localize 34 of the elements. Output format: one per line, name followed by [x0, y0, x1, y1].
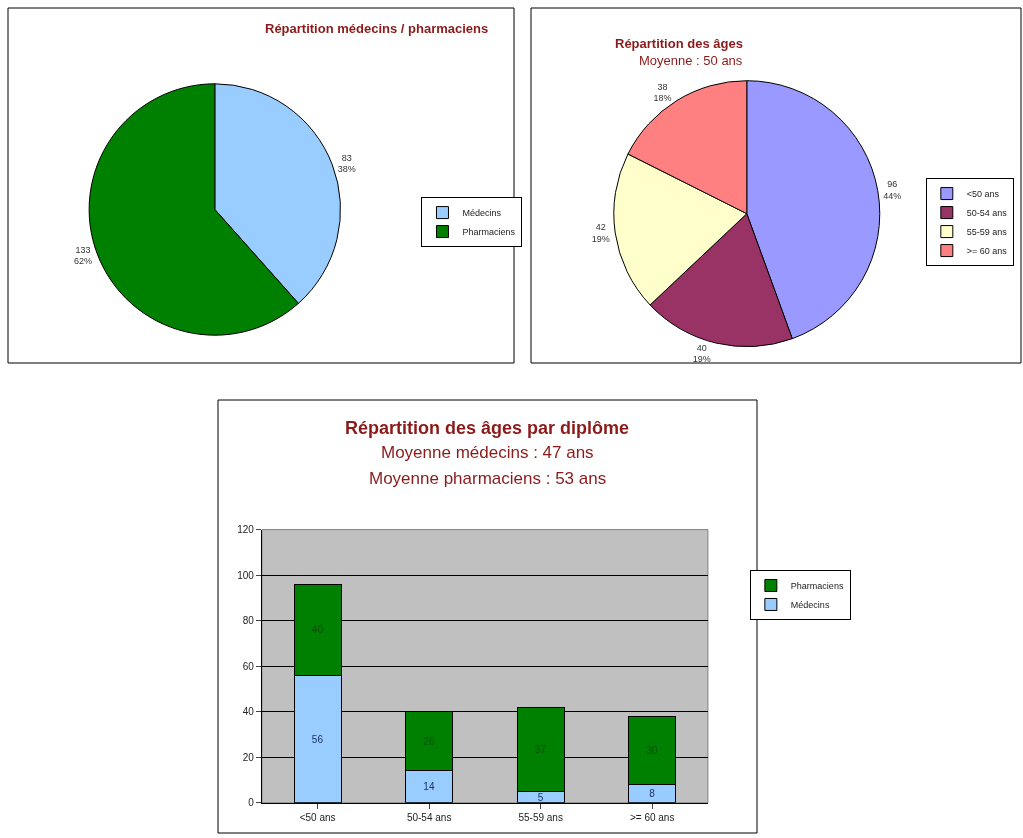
chart-title: Répartition des âges par diplôme	[345, 418, 630, 438]
data-label: 83 38%	[337, 152, 356, 175]
y-tick-label: 40	[242, 706, 255, 718]
y-tick-label: 120	[237, 524, 255, 536]
legend-label: 50-54 ans	[966, 208, 1008, 219]
y-tick-label: 0	[248, 797, 255, 809]
x-tick-label: <50 ans	[299, 811, 336, 823]
data-label: 40 19%	[692, 342, 711, 365]
chart-title: Répartition médecins / pharmaciens	[265, 21, 489, 36]
legend-label: Médecins	[790, 599, 830, 610]
data-label: 14	[423, 781, 435, 793]
data-label: 5	[537, 791, 544, 803]
y-tick-label: 20	[242, 751, 255, 763]
legend-label: Médecins	[462, 208, 502, 219]
y-tick-label: 80	[242, 615, 255, 627]
x-tick-label: 55-59 ans	[518, 811, 563, 823]
y-tick-label: 60	[242, 660, 255, 672]
data-label: 38 18%	[653, 81, 672, 104]
chart-subtitle: Moyenne médecins : 47 ans Moyenne pharmaciens : 53 ans	[369, 443, 607, 488]
y-tick-label: 100	[237, 569, 255, 581]
data-label: 96 44%	[883, 179, 902, 202]
data-label: 133 62%	[73, 244, 92, 267]
data-label: 42 19%	[591, 222, 610, 245]
chart-subtitle: Moyenne : 50 ans	[639, 53, 743, 68]
x-tick-label: 50-54 ans	[406, 811, 452, 823]
legend-label: <50 ans	[966, 189, 1000, 200]
legend-label: >= 60 ans	[966, 246, 1008, 257]
data-label: 8	[649, 788, 656, 800]
x-tick-label: >= 60 ans	[629, 811, 675, 823]
legend-label: Pharmaciens	[790, 580, 844, 591]
chart-title: Répartition des âges	[615, 36, 743, 51]
data-label: 56	[311, 733, 324, 745]
legend-label: Pharmaciens	[462, 227, 516, 238]
legend-label: 55-59 ans	[966, 227, 1008, 238]
